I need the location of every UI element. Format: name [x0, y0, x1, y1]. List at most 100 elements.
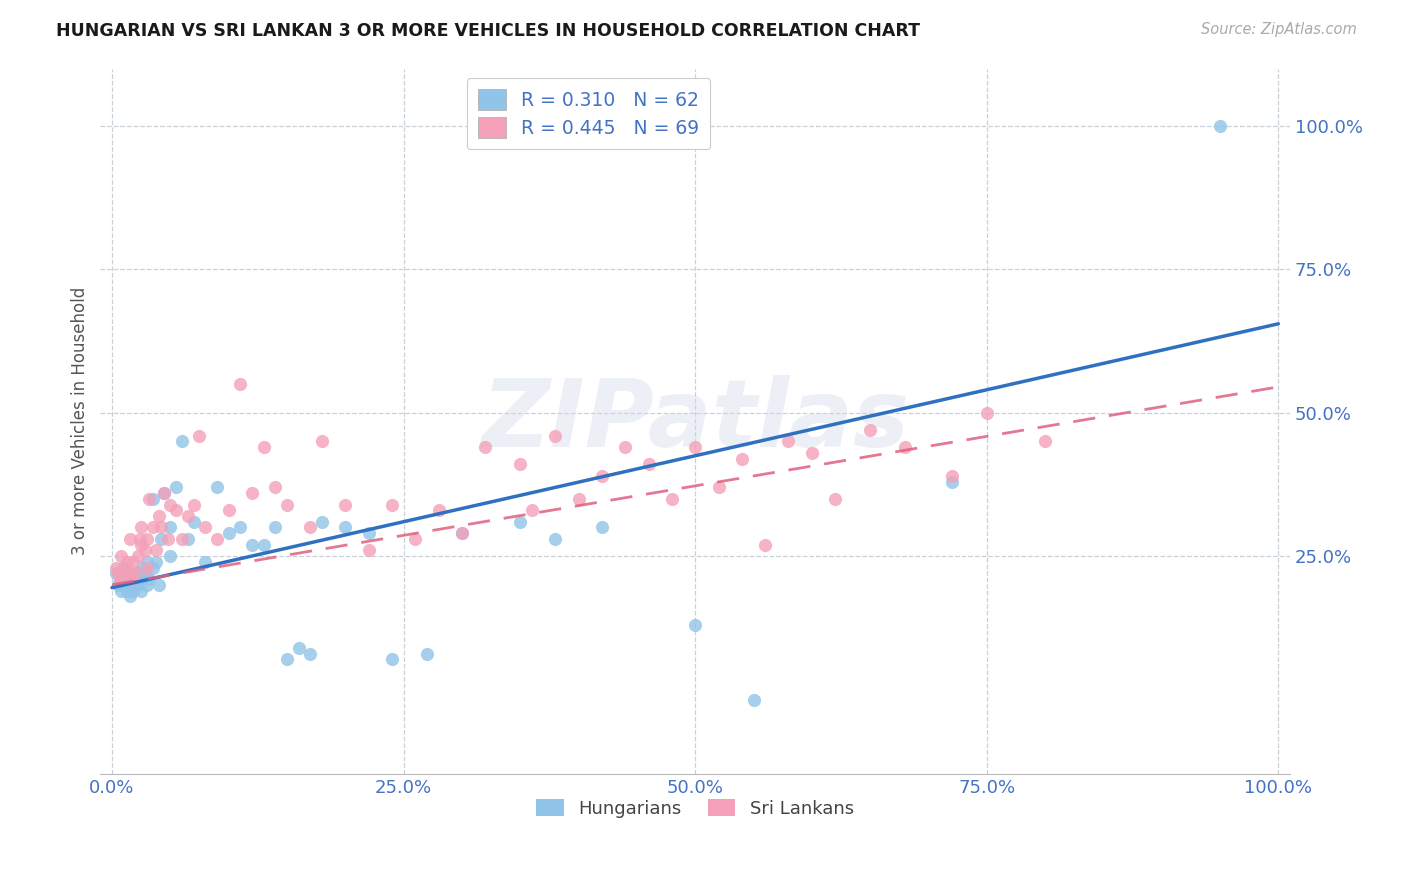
Point [122, 555, 145, 569]
Point [1209, 119, 1232, 133]
Point [153, 486, 176, 500]
Point [754, 538, 776, 552]
Point [131, 560, 153, 574]
Point [142, 520, 165, 534]
Point [120, 566, 142, 581]
Point [194, 520, 217, 534]
Point [474, 440, 496, 454]
Point [122, 578, 145, 592]
Point [941, 475, 963, 489]
Point [159, 498, 181, 512]
Point [264, 480, 287, 494]
Point [128, 566, 150, 581]
Point [153, 486, 176, 500]
Point [121, 572, 143, 586]
Point [683, 440, 706, 454]
Point [118, 578, 141, 592]
Point [683, 618, 706, 632]
Point [544, 532, 567, 546]
Point [229, 520, 252, 534]
Point [124, 572, 146, 586]
Point [509, 458, 531, 472]
Point [240, 486, 263, 500]
Text: Source: ZipAtlas.com: Source: ZipAtlas.com [1201, 22, 1357, 37]
Point [129, 583, 152, 598]
Point [145, 543, 167, 558]
Point [509, 515, 531, 529]
Point [661, 491, 683, 506]
Point [451, 526, 474, 541]
Point [731, 451, 754, 466]
Point [264, 520, 287, 534]
Point [976, 406, 998, 420]
Point [614, 440, 637, 454]
Point [311, 434, 333, 449]
Point [778, 434, 800, 449]
Point [138, 491, 160, 506]
Point [145, 555, 167, 569]
Point [205, 480, 228, 494]
Point [112, 578, 135, 592]
Point [335, 520, 357, 534]
Legend: Hungarians, Sri Lankans: Hungarians, Sri Lankans [529, 792, 860, 825]
Point [115, 555, 138, 569]
Point [299, 647, 322, 661]
Point [129, 532, 152, 546]
Point [404, 532, 426, 546]
Point [218, 503, 240, 517]
Point [859, 423, 882, 437]
Point [299, 520, 322, 534]
Point [591, 520, 613, 534]
Point [1033, 434, 1056, 449]
Point [142, 560, 165, 574]
Point [115, 572, 138, 586]
Point [800, 446, 823, 460]
Point [177, 532, 200, 546]
Point [194, 555, 217, 569]
Point [122, 583, 145, 598]
Point [253, 538, 276, 552]
Point [134, 566, 156, 581]
Point [218, 526, 240, 541]
Point [183, 498, 205, 512]
Point [159, 520, 181, 534]
Point [115, 583, 138, 598]
Point [229, 377, 252, 392]
Point [108, 572, 131, 586]
Point [183, 515, 205, 529]
Point [124, 566, 146, 581]
Point [104, 560, 127, 574]
Point [381, 652, 404, 666]
Point [148, 578, 170, 592]
Point [637, 458, 659, 472]
Point [941, 468, 963, 483]
Text: HUNGARIAN VS SRI LANKAN 3 OR MORE VEHICLES IN HOUSEHOLD CORRELATION CHART: HUNGARIAN VS SRI LANKAN 3 OR MORE VEHICL… [56, 22, 921, 40]
Point [335, 498, 357, 512]
Point [127, 549, 149, 563]
Point [416, 647, 439, 661]
Point [276, 498, 298, 512]
Point [118, 566, 141, 581]
Point [170, 532, 193, 546]
Point [136, 560, 159, 574]
Point [311, 515, 333, 529]
Point [108, 572, 131, 586]
Point [110, 583, 132, 598]
Point [124, 566, 146, 581]
Point [170, 434, 193, 449]
Point [142, 491, 165, 506]
Point [127, 578, 149, 592]
Point [148, 508, 170, 523]
Point [240, 538, 263, 552]
Point [112, 566, 135, 581]
Point [520, 503, 543, 517]
Point [253, 440, 276, 454]
Point [165, 503, 187, 517]
Point [150, 532, 173, 546]
Point [129, 520, 152, 534]
Point [276, 652, 298, 666]
Point [451, 526, 474, 541]
Point [591, 468, 613, 483]
Point [112, 566, 135, 581]
Point [824, 491, 846, 506]
